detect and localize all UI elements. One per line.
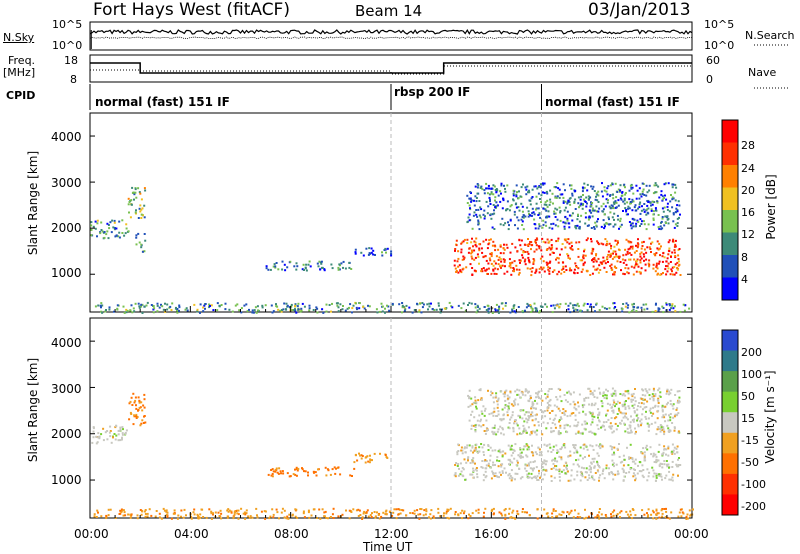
xtick-1: 04:00	[174, 527, 209, 541]
vel-cb-tick-15: 15	[741, 412, 755, 425]
noise-sky-line	[89, 29, 693, 35]
xtick-3: 12:00	[374, 527, 409, 541]
velocity-colorbar-cell-7	[722, 473, 738, 495]
velocity-ytick-2000: 2000	[51, 427, 82, 441]
power-region-7	[94, 301, 691, 314]
vel-cb-tick-m50: -50	[741, 456, 759, 469]
power-colorbar-cell-2	[722, 165, 738, 188]
velocity-colorbar-cell-5	[722, 432, 738, 454]
xtick-6: 00:00	[674, 527, 709, 541]
velocity-colorbar-cell-3	[722, 391, 738, 413]
velocity-ytick-3000: 3000	[51, 382, 82, 396]
nave-line	[90, 65, 692, 75]
velocity-region-6	[93, 507, 694, 520]
station-title: Fort Hays West (fitACF)	[93, 0, 290, 20]
power-region-6	[466, 182, 681, 231]
cpid-segment-2: rbsp 200 IF	[394, 85, 471, 99]
power-cb-tick-12: 12	[741, 228, 755, 241]
vel-cb-tick-100: 100	[741, 368, 762, 381]
xtick-2: 08:00	[274, 527, 309, 541]
velocity-colorbar-cell-6	[722, 453, 738, 475]
power-ytick-2000: 2000	[51, 221, 82, 235]
noise-left-tick-top: 10^5	[52, 18, 83, 31]
velocity-region-2	[267, 466, 356, 478]
power-colorbar-cell-3	[722, 187, 738, 211]
power-cb-tick-20: 20	[741, 184, 755, 197]
velocity-ytick-4000: 4000	[51, 336, 82, 350]
xtick-4: 16:00	[474, 527, 509, 541]
power-region-0	[90, 219, 130, 240]
power-region-5	[453, 237, 682, 277]
vel-cb-tick-200: 200	[741, 346, 762, 359]
power-cb-tick-8: 8	[741, 251, 748, 264]
nave-tick-bottom: 0	[706, 73, 713, 86]
power-cb-tick-24: 24	[741, 162, 755, 175]
velocity-colorbar-cell-8	[722, 494, 738, 516]
velocity-region-1	[128, 392, 147, 427]
power-region-1	[127, 186, 147, 219]
power-cb-tick-4: 4	[741, 273, 748, 286]
vel-cb-tick-m100: -100	[741, 478, 766, 491]
noise-search-label: N.Search	[745, 29, 795, 42]
cpid-segment-3: normal (fast) 151 IF	[545, 95, 680, 109]
power-colorbar-frame	[721, 119, 739, 301]
noise-left-tick-bottom: 10^0	[52, 39, 83, 52]
freq-tick-bottom: 8	[70, 73, 77, 86]
freq-line	[90, 62, 692, 74]
velocity-region-3	[353, 452, 389, 464]
xtick-5: 20:00	[574, 527, 609, 541]
x-axis-label: Time UT	[363, 540, 413, 554]
power-cb-tick-28: 28	[741, 139, 755, 152]
freq-tick-top: 18	[64, 54, 78, 67]
vel-cb-tick-m15: -15	[741, 434, 759, 447]
xtick-0: 00:00	[74, 527, 109, 541]
velocity-colorbar-frame	[721, 329, 739, 516]
nave-label: Nave	[748, 66, 777, 79]
power-colorbar-cell-5	[722, 232, 738, 256]
velocity-region-0	[91, 424, 128, 445]
power-colorbar-cell-7	[722, 277, 738, 301]
velocity-colorbar-cell-4	[722, 412, 738, 434]
velocity-ytick-1000: 1000	[51, 473, 82, 487]
noise-right-tick-bottom: 10^0	[704, 39, 735, 52]
velocity-colorbar-cell-0	[722, 330, 738, 352]
velocity-colorbar-cell-2	[722, 371, 738, 393]
power-ytick-1000: 1000	[51, 266, 82, 280]
power-colorbar-cell-1	[722, 142, 738, 166]
vel-cb-tick-50: 50	[741, 390, 755, 403]
vel-cb-tick-m200: -200	[741, 500, 766, 513]
power-ytick-3000: 3000	[51, 176, 82, 190]
velocity-region-5	[467, 387, 681, 436]
power-region-2	[135, 232, 147, 253]
cpid-segment-1: normal (fast) 151 IF	[95, 95, 230, 109]
beam-title: Beam 14	[355, 2, 423, 20]
power-region-4	[354, 247, 393, 257]
power-colorbar-cell-6	[722, 255, 738, 278]
noise-search-line	[89, 36, 693, 39]
freq-label-2: [MHz]	[3, 66, 36, 79]
noise-panel-frame	[89, 21, 693, 51]
power-colorbar-cell-0	[722, 120, 738, 143]
cpid-label: CPID	[6, 89, 36, 102]
date-title: 03/Jan/2013	[588, 0, 691, 20]
power-region-3	[265, 260, 353, 272]
power-ytick-4000: 4000	[51, 130, 82, 144]
freq-label-1: Freq.	[8, 54, 36, 67]
noise-sky-label: N.Sky	[3, 31, 35, 44]
velocity-region-4	[453, 443, 682, 482]
velocity-colorbar-cell-1	[722, 350, 738, 372]
power-colorbar-cell-4	[722, 210, 738, 233]
freq-panel-frame	[89, 54, 693, 83]
noise-right-tick-top: 10^5	[704, 18, 735, 31]
power-cb-tick-16: 16	[741, 206, 755, 219]
nave-tick-top: 60	[706, 54, 720, 67]
